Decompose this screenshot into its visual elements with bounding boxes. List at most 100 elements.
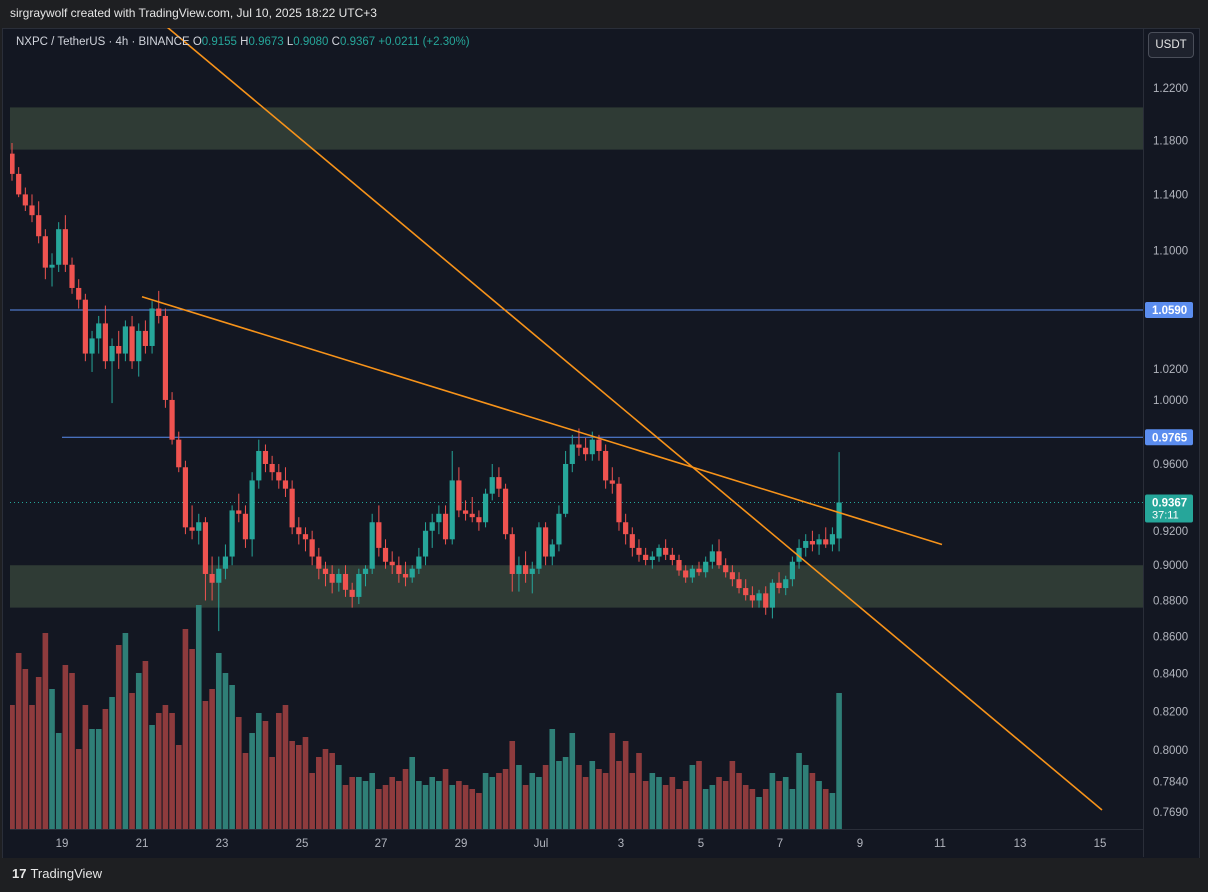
low-label: L xyxy=(286,36,294,48)
volume-bar xyxy=(389,777,395,829)
candle-body xyxy=(82,299,88,354)
volume-bar xyxy=(736,773,742,829)
volume-bar xyxy=(202,701,209,829)
volume-bar xyxy=(296,745,302,829)
x-tick-label: 11 xyxy=(934,838,946,850)
volume-bar xyxy=(809,773,816,829)
currency-button[interactable]: USDT xyxy=(1148,32,1194,58)
candle-body xyxy=(536,527,542,569)
brand-text: TradingView xyxy=(30,866,103,881)
candle-body xyxy=(389,561,395,566)
volume-bar xyxy=(496,773,502,829)
trendline-2 xyxy=(141,295,943,546)
volume-bar xyxy=(676,789,682,829)
volume-bar xyxy=(769,773,776,829)
candle-body xyxy=(216,568,222,583)
candle-body xyxy=(836,502,842,539)
volume-bar xyxy=(776,781,782,829)
symbol-label[interactable]: NXPC / TetherUS · 4h · BINANCE xyxy=(16,36,190,48)
candle-body xyxy=(809,541,815,545)
volume-bar xyxy=(562,757,569,829)
volume-bar xyxy=(89,729,95,829)
volume-bar xyxy=(22,669,29,829)
volume-bar xyxy=(782,777,789,829)
y-tick-label: 1.0200 xyxy=(1153,364,1188,376)
volume-bar xyxy=(836,693,842,829)
volume-bar xyxy=(742,785,749,829)
candle-body xyxy=(489,477,495,494)
volume-bar xyxy=(469,789,476,829)
volume-bar xyxy=(255,713,262,829)
candle-body xyxy=(823,539,829,545)
volume-bar xyxy=(49,689,55,829)
candle-body xyxy=(609,480,615,484)
candle-body xyxy=(636,547,642,555)
x-tick-label: 7 xyxy=(777,838,783,850)
volume-bar xyxy=(10,705,15,829)
candle-body xyxy=(623,522,629,535)
volume-bar xyxy=(416,781,422,829)
x-tick-label: 19 xyxy=(56,838,69,850)
candle-body xyxy=(709,551,715,562)
candle-body xyxy=(302,534,309,540)
volume-bar xyxy=(376,789,382,829)
volume-bar xyxy=(15,653,22,829)
candle-body xyxy=(756,593,762,601)
y-tick-label: 0.8400 xyxy=(1153,668,1188,680)
candle-body xyxy=(176,439,182,468)
x-tick-label: 23 xyxy=(216,838,229,850)
volume-bar xyxy=(642,781,649,829)
volume-bar xyxy=(189,649,195,829)
candle-body xyxy=(583,447,589,455)
candle-body xyxy=(396,565,402,574)
candle-body xyxy=(543,527,549,557)
candle-body xyxy=(703,561,709,573)
candle-body xyxy=(416,556,422,569)
volume-bar xyxy=(129,693,135,829)
volume-bar xyxy=(616,761,622,829)
volume-bar xyxy=(682,781,689,829)
candle-body xyxy=(376,522,382,548)
volume-bar xyxy=(602,773,609,829)
candle-body xyxy=(349,589,355,597)
candle-body xyxy=(56,229,62,265)
candle-body xyxy=(102,323,108,362)
candle-body xyxy=(262,450,269,464)
bottom-bar xyxy=(0,858,1208,892)
volume-bar xyxy=(82,705,89,829)
volume-bar xyxy=(482,773,489,829)
candle-body xyxy=(723,565,729,573)
candle-body xyxy=(142,330,148,346)
volume-bar xyxy=(329,753,335,829)
volume-bar xyxy=(169,713,175,829)
volume-bar xyxy=(382,785,389,829)
candle-body xyxy=(162,315,169,400)
candle-body xyxy=(789,561,795,580)
change-value: +0.0211 (+2.30%) xyxy=(378,36,470,48)
candle-body xyxy=(422,530,429,557)
candle-body xyxy=(496,477,502,489)
y-tick-label: 1.1400 xyxy=(1153,189,1188,201)
candle-body xyxy=(336,573,342,583)
candle-body xyxy=(16,173,22,195)
x-tick-label: 15 xyxy=(1094,838,1107,850)
price-badge-1 xyxy=(1145,302,1193,319)
candle-body xyxy=(409,568,415,578)
y-tick-label: 0.9000 xyxy=(1153,560,1188,572)
plot-area xyxy=(10,28,1143,829)
volume-bar xyxy=(115,645,122,829)
volume-bar xyxy=(362,781,369,829)
candle-body xyxy=(236,510,242,514)
volume-bar xyxy=(649,773,656,829)
volume-bar xyxy=(462,785,469,829)
candle-body xyxy=(69,264,75,288)
candle-body xyxy=(529,568,535,574)
volume-bar xyxy=(302,737,309,829)
candle-body xyxy=(362,568,369,574)
candle-body xyxy=(256,450,262,481)
volume-bar xyxy=(195,605,202,829)
volume-bar xyxy=(802,765,809,829)
countdown-text: 37:11 xyxy=(1152,510,1179,522)
candle-body xyxy=(89,338,95,354)
